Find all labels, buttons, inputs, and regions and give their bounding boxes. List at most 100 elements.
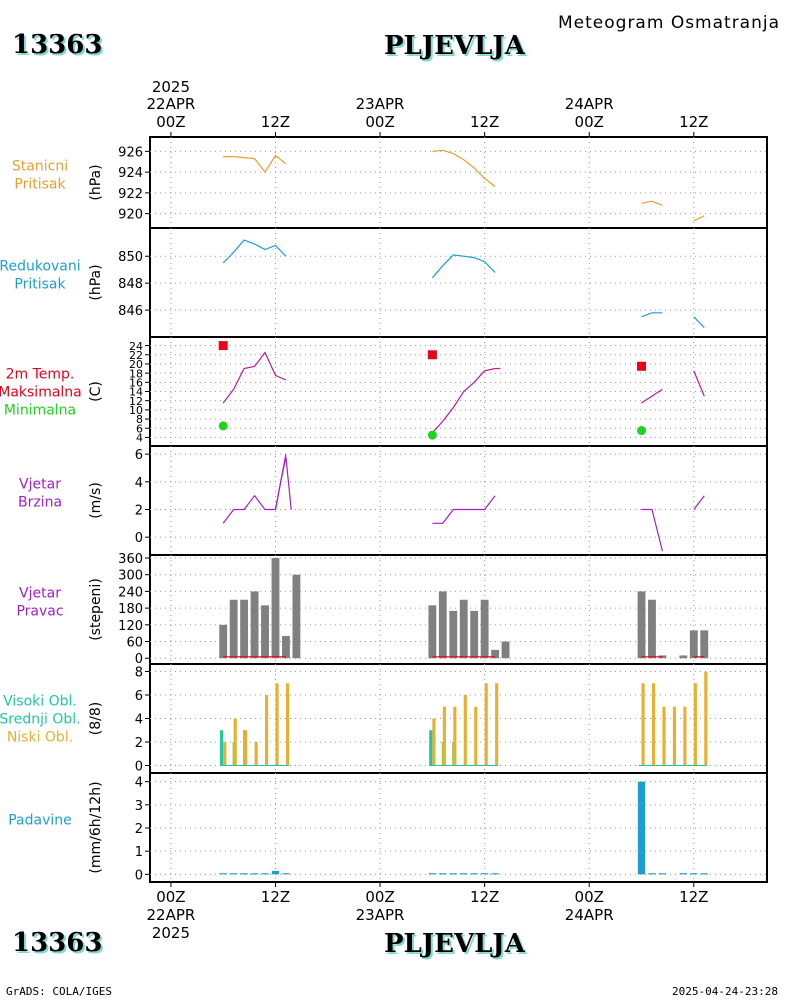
bar-6-12 (480, 873, 489, 875)
bar-6-5 (271, 870, 280, 875)
ytick-label-6-0: 0 (135, 868, 143, 883)
ytick-label-5-2: 4 (135, 712, 143, 727)
cloud-bar-2-15 (651, 683, 656, 766)
bottom-hour-label-1: 12Z (261, 888, 290, 906)
cloud-bar-2-11 (474, 706, 478, 766)
bar-6-2 (240, 873, 248, 875)
ylabel-1: (hPa) (88, 264, 104, 300)
bar-4-21 (700, 630, 709, 659)
bar-4-19 (679, 655, 688, 659)
ytick-label-3-2: 4 (135, 476, 143, 491)
bar-4-8 (428, 605, 437, 659)
series-line-2-2 (641, 388, 663, 404)
panel-frame-6 (149, 772, 768, 883)
station-name-top: PLJEVLJA (384, 31, 525, 61)
bar-4-7 (292, 574, 301, 659)
top-year-label: 2025 (152, 78, 190, 96)
bar-4-11 (459, 599, 468, 659)
ylabel-2: (C) (88, 381, 104, 402)
ytick-label-6-3: 3 (135, 799, 143, 814)
panel-label-2-1: Maksimalna (0, 385, 82, 401)
ytick-label-3-1: 2 (135, 503, 143, 518)
bar-6-19 (700, 873, 708, 875)
panel-label-2-2: Minimalna (4, 403, 76, 419)
tmin-marker-3 (218, 421, 228, 431)
ytick-label-2-2: 8 (136, 413, 143, 426)
top-hour-label-2: 00Z (365, 113, 394, 131)
ytick-label-2-3: 10 (129, 404, 143, 417)
cloud-bar-2-8 (442, 706, 446, 766)
tmax-marker-0 (218, 341, 228, 351)
ytick-label-4-1: 60 (126, 635, 143, 650)
series-line-3-1 (274, 456, 292, 510)
series-line-2-1 (431, 367, 496, 434)
panel-frame-0 (149, 136, 768, 229)
ytick-label-2-8: 20 (129, 358, 143, 371)
panel-label-0-1: Pritisak (14, 177, 66, 193)
bar-6-13 (491, 873, 499, 875)
ylabel-6: (mm/6h/12h) (88, 781, 104, 873)
bottom-hour-label-5: 12Z (679, 888, 708, 906)
series-line-3-4 (693, 495, 705, 510)
panel-frame-2 (149, 336, 768, 447)
bar-6-9 (449, 873, 457, 875)
cloud-bar-2-17 (672, 706, 677, 766)
top-hour-label-1: 12Z (261, 113, 290, 131)
ytick-label-3-0: 0 (135, 531, 143, 546)
cloud-bar-2-1 (233, 718, 237, 766)
bottom-date-label-0: 22APR (147, 906, 196, 924)
top-date-label-0: 22APR (147, 95, 196, 113)
bar-4-14 (491, 649, 500, 659)
ytick-label-5-0: 0 (135, 759, 143, 774)
ytick-label-2-0: 4 (136, 432, 143, 445)
bar-4-1 (229, 599, 238, 659)
bar-4-15 (501, 641, 510, 659)
bar-4-9 (438, 591, 447, 659)
panel-label-3-0: Vjetar (19, 477, 61, 493)
station-name-bottom: PLJEVLJA (384, 929, 525, 959)
bar-6-0 (219, 873, 227, 875)
bar-6-15 (648, 873, 656, 875)
panel-label-5-0: Visoki Obl. (3, 694, 77, 710)
series-line-1-0 (222, 239, 287, 264)
bottom-date-label-4: 24APR (565, 906, 614, 924)
bar-4-0 (219, 624, 228, 659)
ytick-label-1-0: 846 (118, 304, 143, 319)
bar-4-4 (261, 605, 269, 659)
series-line-0-0 (223, 154, 287, 174)
ytick-label-2-7: 18 (129, 367, 143, 380)
panel-label-1-0: Redukovani (0, 259, 81, 275)
bar-6-6 (282, 873, 290, 875)
cloud-bar-2-20 (704, 671, 708, 766)
cloud-bar-2-10 (463, 695, 467, 766)
cloud-bar-2-6 (285, 683, 290, 766)
ytick-label-3-3: 6 (135, 448, 143, 463)
cloud-bar-2-5 (275, 683, 279, 766)
panel-frame-3 (149, 445, 768, 556)
bar-4-20 (689, 630, 698, 659)
series-line-3-3 (641, 508, 663, 552)
bar-4-3 (250, 591, 259, 659)
ylabel-3: (m/s) (88, 482, 104, 519)
series-line-0-2 (641, 200, 663, 206)
bar-6-1 (230, 873, 238, 875)
ytick-label-6-4: 4 (135, 776, 143, 791)
panel-label-3-1: Brzina (18, 495, 62, 511)
series-line-0-1 (432, 149, 496, 188)
ytick-label-2-1: 6 (136, 422, 143, 435)
bar-6-10 (460, 873, 468, 875)
series-line-3-2 (432, 495, 496, 524)
cloud-bar-2-4 (265, 695, 269, 766)
bar-6-4 (261, 873, 269, 875)
panel-label-0-0: Stanicni (12, 159, 68, 175)
cloud-bar-2-9 (453, 706, 457, 766)
bar-4-10 (449, 610, 458, 659)
cloud-bar-2-19 (693, 683, 697, 766)
cloud-bar-0-0 (220, 730, 224, 766)
panel-frame-1 (149, 227, 768, 338)
panel-label-4-0: Vjetar (19, 586, 61, 602)
bar-6-11 (470, 873, 478, 875)
ytick-label-5-3: 6 (135, 689, 143, 704)
bar-6-7 (428, 873, 437, 875)
